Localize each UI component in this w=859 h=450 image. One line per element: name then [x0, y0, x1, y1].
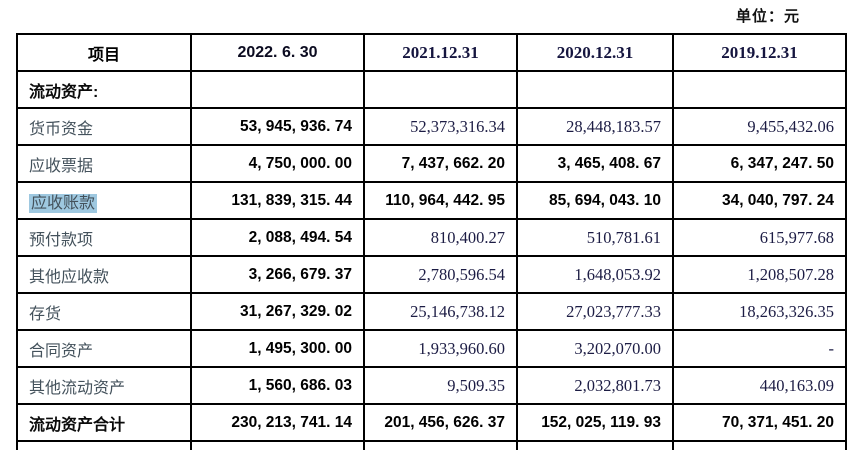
cell-value: 27,023,777.33 [516, 292, 674, 331]
row-label: 其他应收款 [16, 255, 192, 294]
cell-value: 31, 267, 329. 02 [190, 292, 365, 331]
selected-text-highlight[interactable]: 应收账款 [29, 193, 98, 213]
cell-value: 3, 266, 679. 37 [190, 255, 365, 294]
cell-value: 2,780,596.54 [363, 255, 518, 294]
cell-value: 1,208,507.28 [672, 255, 847, 294]
cell-value: 9,509.35 [363, 366, 518, 405]
cell-value: 70, 371, 451. 20 [672, 403, 847, 442]
cell-value: 440,163.09 [672, 366, 847, 405]
header-date-2020: 2020.12.31 [516, 33, 674, 72]
cell-value: 85, 694, 043. 10 [516, 181, 674, 220]
cell-value: 3,202,070.00 [516, 329, 674, 368]
cell-value [672, 70, 847, 109]
cell-value: 152, 025, 119. 93 [516, 403, 674, 442]
table-row-other-receivables: 其他应收款 3, 266, 679. 37 2,780,596.54 1,648… [16, 255, 847, 294]
cell-value: 1, 560, 686. 03 [190, 366, 365, 405]
cell-value: 810,400.27 [363, 218, 518, 257]
cell-value: 9,455,432.06 [672, 107, 847, 146]
cell-value: 131, 839, 315. 44 [190, 181, 365, 220]
cell-value: 25,146,738.12 [363, 292, 518, 331]
header-date-2019: 2019.12.31 [672, 33, 847, 72]
row-label: 存货 [16, 292, 192, 331]
row-label: 预付款项 [16, 218, 192, 257]
cell-value: 2,032,801.73 [516, 366, 674, 405]
cell-value: 7, 437, 662. 20 [363, 144, 518, 183]
row-label: 其他流动资产 [16, 366, 192, 405]
cell-value [190, 70, 365, 109]
cell-value: 2, 088, 494. 54 [190, 218, 365, 257]
cell-value: 110, 964, 442. 95 [363, 181, 518, 220]
cell-value [363, 70, 518, 109]
table-row-contract-assets: 合同资产 1, 495, 300. 00 1,933,960.60 3,202,… [16, 329, 847, 368]
cell-value: 53, 945, 936. 74 [190, 107, 365, 146]
cell-value: 1,648,053.92 [516, 255, 674, 294]
cell-value: 230, 213, 741. 14 [190, 403, 365, 442]
row-label: 应收账款 [16, 181, 192, 220]
cell-value: 52,373,316.34 [363, 107, 518, 146]
cell-value: 201, 456, 626. 37 [363, 403, 518, 442]
cell-value: 3, 465, 408. 67 [516, 144, 674, 183]
cell-value: - [672, 329, 847, 368]
financial-table: 项目 2022. 6. 30 2021.12.31 2020.12.31 201… [16, 33, 847, 450]
cell-value: 28,448,183.57 [516, 107, 674, 146]
header-item-column: 项目 [16, 33, 192, 72]
cell-value: 510,781.61 [516, 218, 674, 257]
table-row-inventory: 存货 31, 267, 329. 02 25,146,738.12 27,023… [16, 292, 847, 331]
cell-value: 1,933,960.60 [363, 329, 518, 368]
table-row-clipped [16, 440, 847, 450]
cell-value: 34, 040, 797. 24 [672, 181, 847, 220]
header-date-2022: 2022. 6. 30 [190, 33, 365, 72]
row-label: 流动资产合计 [16, 403, 192, 442]
row-label: 合同资产 [16, 329, 192, 368]
row-label: 流动资产: [16, 70, 192, 109]
table-row-total-current-assets: 流动资产合计 230, 213, 741. 14 201, 456, 626. … [16, 403, 847, 442]
table-row-accounts-receivable: 应收账款 131, 839, 315. 44 110, 964, 442. 95… [16, 181, 847, 220]
cell-value [516, 70, 674, 109]
table-row-monetary-funds: 货币资金 53, 945, 936. 74 52,373,316.34 28,4… [16, 107, 847, 146]
cell-value: 1, 495, 300. 00 [190, 329, 365, 368]
cell-value: 6, 347, 247. 50 [672, 144, 847, 183]
unit-label: 单位：元 [735, 8, 800, 25]
header-date-2021: 2021.12.31 [363, 33, 518, 72]
cell-value: 18,263,326.35 [672, 292, 847, 331]
table-row-other-current-assets: 其他流动资产 1, 560, 686. 03 9,509.35 2,032,80… [16, 366, 847, 405]
table-row-prepayments: 预付款项 2, 088, 494. 54 810,400.27 510,781.… [16, 218, 847, 257]
header-row: 项目 2022. 6. 30 2021.12.31 2020.12.31 201… [16, 33, 847, 72]
cell-value: 4, 750, 000. 00 [190, 144, 365, 183]
row-label: 货币资金 [16, 107, 192, 146]
table-row-notes-receivable: 应收票据 4, 750, 000. 00 7, 437, 662. 20 3, … [16, 144, 847, 183]
cell-value: 615,977.68 [672, 218, 847, 257]
row-label: 应收票据 [16, 144, 192, 183]
table-row-section-current-assets: 流动资产: [16, 70, 847, 109]
